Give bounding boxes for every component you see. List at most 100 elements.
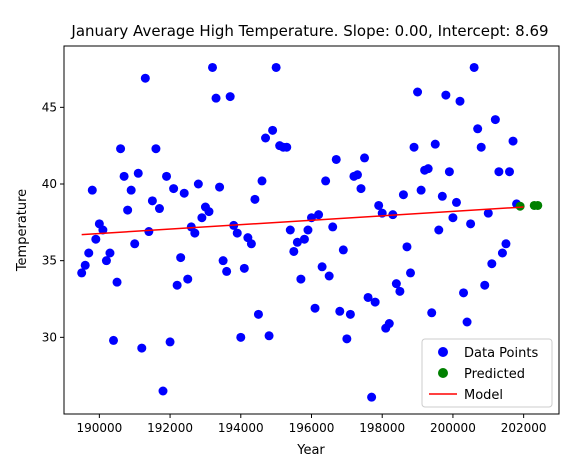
- data-points-marker: [508, 136, 518, 146]
- data-points-marker: [208, 62, 217, 72]
- data-points-marker: [133, 168, 143, 178]
- data-points-marker: [356, 184, 366, 194]
- data-points-marker: [239, 263, 249, 273]
- data-points-marker: [501, 239, 511, 249]
- data-points-marker: [119, 171, 129, 181]
- data-points-marker: [413, 87, 423, 97]
- y-tick-label: 30: [42, 330, 57, 344]
- legend: Data Points Predicted Model: [421, 338, 553, 408]
- data-points-marker: [158, 386, 168, 396]
- x-tick-label: 202000: [501, 421, 547, 435]
- data-points-marker: [321, 176, 331, 186]
- data-points-marker: [505, 167, 514, 177]
- data-points-marker: [169, 184, 179, 194]
- data-points-marker: [250, 194, 260, 204]
- predicted-marker: [515, 201, 525, 211]
- data-points-marker: [126, 185, 136, 195]
- legend-marker-data-points: [438, 347, 448, 357]
- data-points-marker: [363, 292, 373, 302]
- data-points-marker: [317, 262, 327, 272]
- data-points-marker: [328, 222, 338, 232]
- data-points-marker: [165, 337, 175, 347]
- legend-marker-predicted: [438, 368, 448, 378]
- y-tick-label: 35: [42, 254, 57, 268]
- data-points-marker: [253, 309, 263, 319]
- data-points-marker: [342, 334, 352, 344]
- data-points-marker: [427, 308, 437, 318]
- data-points-marker: [179, 188, 189, 198]
- data-points-marker: [282, 142, 292, 152]
- data-points-marker: [352, 170, 362, 180]
- data-points-marker: [172, 280, 182, 290]
- data-points-marker: [137, 343, 147, 353]
- data-points-marker: [176, 253, 186, 263]
- y-tick-label: 45: [42, 100, 57, 114]
- x-tick-label: 194000: [218, 421, 264, 435]
- series-layer: [77, 62, 543, 402]
- data-points-marker: [130, 239, 140, 249]
- data-points-marker: [476, 142, 486, 152]
- data-points-marker: [398, 190, 408, 200]
- data-points-marker: [345, 309, 355, 319]
- data-points-marker: [459, 288, 469, 298]
- data-points-marker: [409, 142, 419, 152]
- data-points-marker: [384, 319, 394, 329]
- data-points-marker: [116, 144, 126, 154]
- y-axis-ticks: 30 35 40 45: [42, 100, 64, 344]
- data-points-marker: [292, 237, 302, 247]
- x-tick-label: 198000: [359, 421, 405, 435]
- data-points-marker: [360, 153, 370, 163]
- data-points-marker: [335, 306, 345, 316]
- data-points-marker: [225, 92, 235, 102]
- data-points-marker: [91, 234, 101, 244]
- data-points-marker: [406, 268, 415, 278]
- data-points-marker: [190, 228, 200, 238]
- x-tick-label: 200000: [430, 421, 476, 435]
- data-points-marker: [193, 179, 203, 189]
- data-points-marker: [455, 96, 465, 106]
- data-points-marker: [314, 210, 324, 220]
- data-points-marker: [232, 228, 242, 238]
- data-points-marker: [151, 144, 161, 154]
- data-points-marker: [84, 248, 94, 258]
- data-points-marker: [77, 268, 87, 278]
- data-points-marker: [331, 154, 341, 164]
- data-points-marker: [183, 274, 193, 284]
- data-points-marker: [448, 213, 458, 223]
- data-points-marker: [144, 227, 154, 237]
- data-points-marker: [430, 139, 440, 149]
- chart-title: January Average High Temperature. Slope:…: [70, 22, 548, 40]
- data-points-marker: [391, 279, 401, 289]
- legend-label-model: Model: [464, 388, 503, 403]
- data-points-marker: [374, 200, 384, 210]
- data-points-marker: [469, 62, 479, 72]
- data-points-marker: [98, 225, 108, 235]
- data-points-marker: [246, 239, 256, 249]
- model-line: [81, 206, 524, 236]
- data-points-marker: [123, 205, 133, 215]
- data-points-marker: [490, 115, 500, 125]
- data-points-marker: [487, 259, 497, 269]
- legend-box: [421, 338, 553, 408]
- data-points-marker: [416, 185, 426, 195]
- data-points-marker: [494, 167, 504, 177]
- data-points-marker: [211, 93, 221, 103]
- data-points-marker: [441, 90, 451, 100]
- data-points-marker: [268, 125, 278, 135]
- data-points-marker: [105, 248, 115, 258]
- data-points-marker: [87, 185, 97, 195]
- predicted-marker: [533, 200, 543, 210]
- data-points-marker: [434, 225, 444, 235]
- data-points-marker: [437, 191, 447, 201]
- data-points-marker: [483, 208, 493, 218]
- data-points-marker: [218, 256, 228, 266]
- data-points-marker: [423, 164, 433, 174]
- data-points-marker: [402, 242, 412, 252]
- data-points-marker: [462, 317, 472, 327]
- data-points-marker: [395, 286, 405, 296]
- data-points-marker: [370, 297, 380, 307]
- data-points-marker: [112, 277, 122, 287]
- data-points-marker: [197, 213, 207, 223]
- data-points-marker: [299, 234, 309, 244]
